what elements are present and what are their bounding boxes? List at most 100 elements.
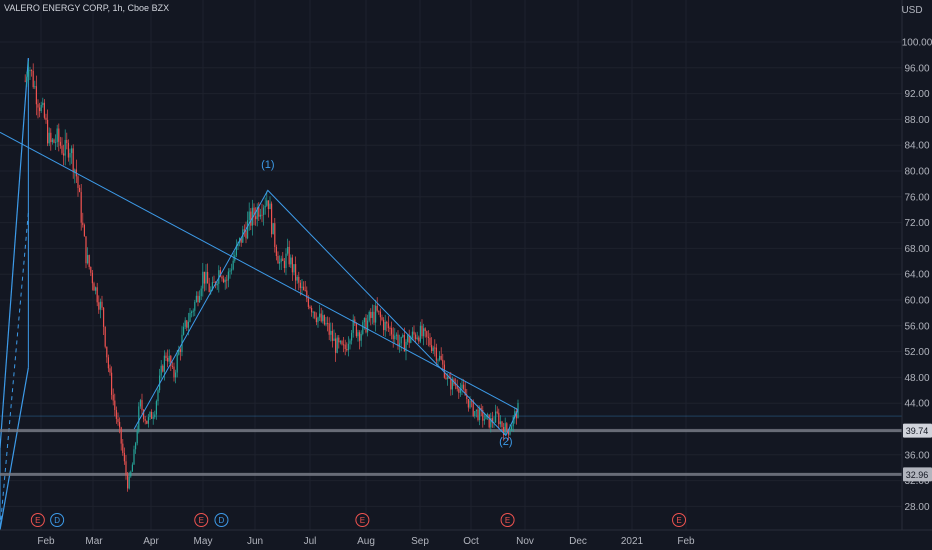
- candle-body: [27, 71, 29, 77]
- candle-body: [93, 283, 95, 291]
- candle-body: [190, 311, 193, 313]
- candle-body: [342, 344, 345, 346]
- candle-body: [174, 372, 177, 378]
- candle-body: [182, 326, 185, 335]
- price-badge: [903, 467, 932, 482]
- candle-body: [394, 335, 396, 340]
- candle-body: [502, 427, 505, 435]
- candle-body: [378, 310, 380, 312]
- candle-body: [442, 359, 444, 365]
- candle-body: [514, 411, 516, 417]
- candle-body: [150, 411, 153, 419]
- candle-body: [426, 331, 428, 337]
- candle-body: [243, 229, 245, 231]
- candle-body: [430, 345, 433, 351]
- x-tick-label: Nov: [516, 536, 534, 547]
- candle-body: [280, 258, 282, 262]
- dividend-marker-label: D: [54, 516, 60, 525]
- candle-body: [298, 277, 300, 283]
- candle-body: [278, 261, 281, 264]
- candle-body: [178, 349, 180, 355]
- candle-body: [466, 395, 468, 400]
- candle-body: [50, 132, 52, 143]
- candle-body: [250, 211, 252, 226]
- wave-label: (2): [499, 436, 512, 448]
- candle-body: [179, 349, 181, 353]
- candle-body: [395, 334, 397, 336]
- channel-upper-line: [0, 58, 29, 449]
- candle-body: [480, 407, 482, 411]
- candle-body: [142, 410, 145, 419]
- candle-body: [285, 253, 287, 269]
- candle-body: [334, 338, 337, 353]
- candle-body: [194, 301, 196, 311]
- candle-body: [360, 334, 362, 341]
- candle-body: [184, 320, 186, 327]
- candle-body: [58, 128, 60, 142]
- candle-body: [141, 400, 143, 411]
- y-tick-label: 64.00: [904, 270, 929, 281]
- candle-body: [46, 119, 49, 144]
- candle-body: [312, 311, 314, 313]
- channel-lower-line: [0, 367, 29, 531]
- candle-body: [424, 328, 426, 332]
- candle-body: [323, 315, 325, 325]
- candle-body: [355, 323, 357, 337]
- candle-body: [128, 476, 130, 489]
- candle-body: [488, 414, 490, 428]
- x-tick-label: Feb: [677, 536, 695, 547]
- candle-body: [64, 139, 66, 156]
- candle-body: [264, 205, 266, 208]
- candle-body: [40, 104, 42, 111]
- candle-body: [501, 421, 503, 428]
- candle-body: [354, 319, 356, 324]
- candle-body: [437, 359, 439, 361]
- time-scale-panel: [0, 530, 932, 550]
- candle-body: [294, 264, 297, 281]
- candle-body: [475, 409, 477, 412]
- y-tick-label: 52.00: [904, 347, 929, 358]
- candle-body: [288, 246, 290, 265]
- y-tick-label: 88.00: [904, 115, 929, 126]
- candle-body: [53, 139, 55, 143]
- candle-body: [469, 400, 471, 408]
- candle-body: [405, 341, 407, 352]
- x-tick-label: Jul: [304, 536, 317, 547]
- candle-body: [477, 409, 479, 420]
- candle-body: [66, 139, 68, 144]
- candle-body: [82, 222, 84, 226]
- earnings-marker-icon: [672, 513, 687, 527]
- candle-body: [506, 423, 508, 430]
- candle-body: [208, 283, 210, 292]
- x-tick-label: Jun: [247, 536, 263, 547]
- candle-body: [486, 414, 489, 416]
- candle-body: [77, 176, 79, 188]
- candle-body: [258, 207, 260, 217]
- candle-body: [320, 313, 322, 322]
- candle-body: [171, 365, 173, 367]
- candle-body: [491, 418, 493, 423]
- candle-body: [317, 317, 319, 323]
- candle-body: [269, 203, 271, 210]
- candle-body: [224, 279, 226, 283]
- candle-body: [339, 341, 341, 343]
- candle-body: [118, 421, 121, 428]
- y-tick-label: 56.00: [904, 321, 929, 332]
- grid: [0, 0, 902, 530]
- drawings[interactable]: (1) (2): [0, 131, 519, 448]
- candle-body: [344, 344, 346, 350]
- parallel-channel[interactable]: [0, 58, 29, 531]
- price-badge-label: 32.96: [906, 470, 929, 480]
- candle-body: [410, 338, 412, 343]
- currency-label[interactable]: USD: [901, 5, 922, 16]
- candle-body: [99, 301, 101, 310]
- candle-body: [286, 246, 289, 254]
- candle-body: [291, 257, 293, 273]
- x-tick-label: 2021: [621, 536, 644, 547]
- candle-body: [240, 238, 242, 243]
- candle-body: [59, 141, 61, 146]
- candle-body: [458, 388, 460, 393]
